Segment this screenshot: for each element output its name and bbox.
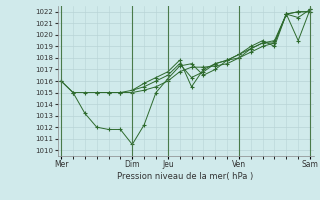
X-axis label: Pression niveau de la mer( hPa ): Pression niveau de la mer( hPa ) [117, 172, 254, 181]
